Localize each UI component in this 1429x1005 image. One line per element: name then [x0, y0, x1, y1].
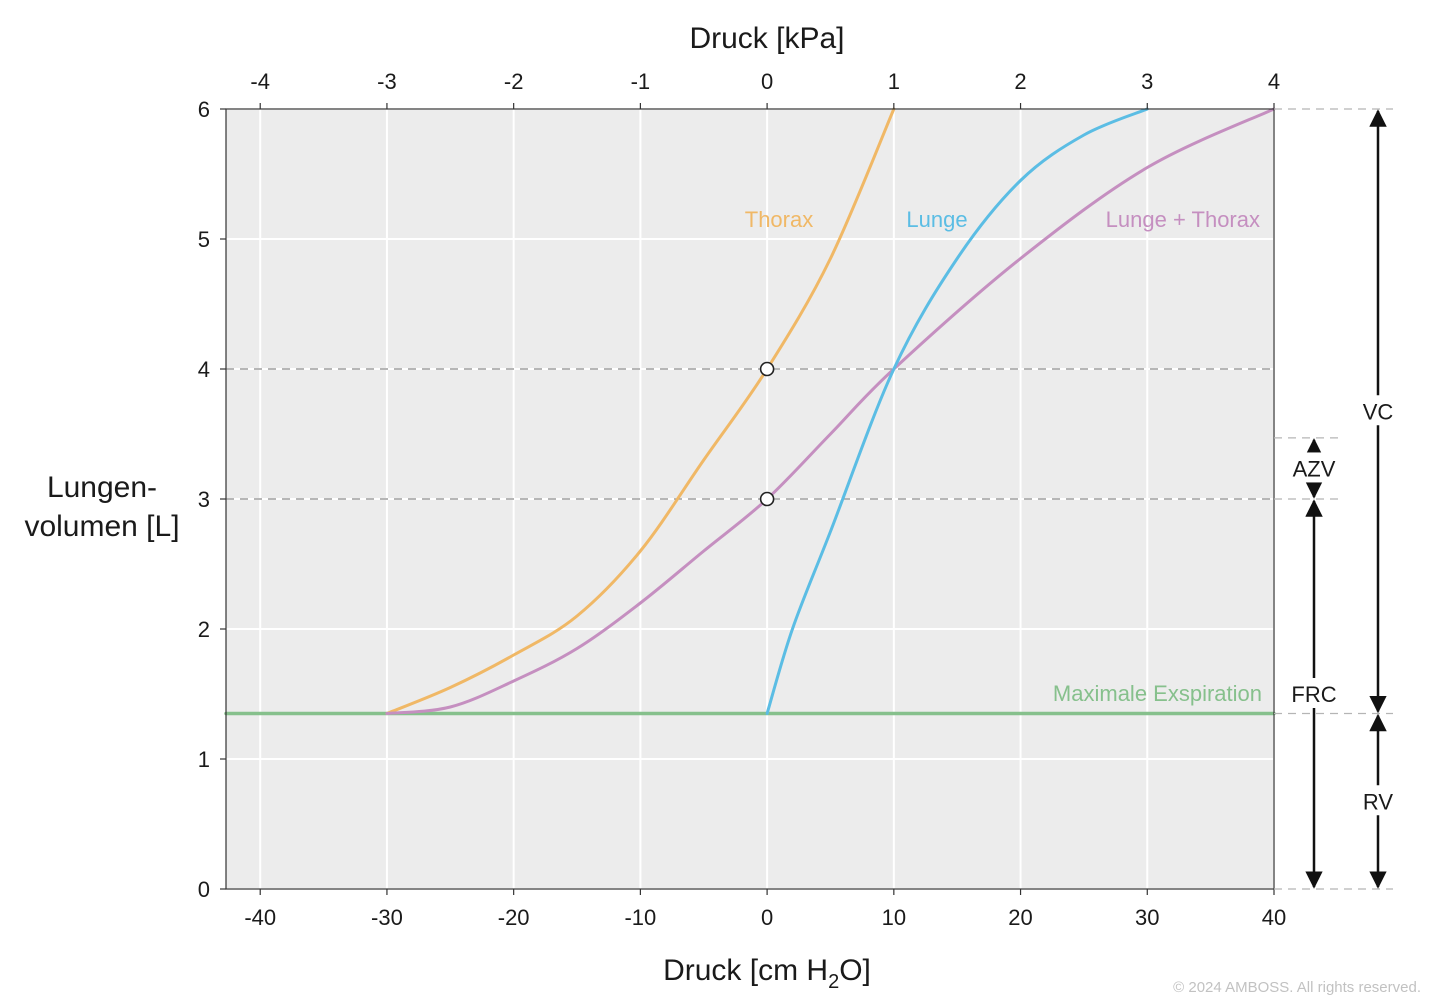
- y-tick-label: 1: [198, 747, 210, 772]
- top-tick-label: 0: [761, 69, 773, 94]
- top-tick-label: -3: [377, 69, 397, 94]
- y-tick-label: 3: [198, 487, 210, 512]
- volume-label-bg: [1284, 452, 1344, 483]
- y-tick-label: 5: [198, 227, 210, 252]
- series-label-thorax: Thorax: [745, 207, 813, 232]
- volume-label-rv: RV: [1363, 789, 1393, 814]
- top-tick-label: -1: [631, 69, 651, 94]
- bottom-axis-title: Druck [cm H2O]: [663, 954, 871, 993]
- copyright-notice: © 2024 AMBOSS. All rights reserved.: [1173, 979, 1421, 996]
- bottom-tick-label: 20: [1008, 905, 1032, 930]
- intersection-marker: [759, 491, 775, 507]
- y-tick-label: 6: [198, 97, 210, 122]
- top-axis-title: Druck [kPa]: [689, 22, 844, 55]
- volume-label-frc: FRC: [1291, 682, 1336, 707]
- bottom-tick-label: 0: [761, 905, 773, 930]
- y-axis-title-line1: Lungen-: [47, 471, 157, 504]
- volume-label-bg: [1284, 678, 1344, 708]
- top-tick-label: 1: [888, 69, 900, 94]
- bottom-tick-label: 30: [1135, 905, 1159, 930]
- top-tick-label: 4: [1268, 69, 1280, 94]
- y-tick-label: 4: [198, 357, 210, 382]
- bottom-tick-label: -20: [498, 905, 530, 930]
- top-tick-label: 3: [1141, 69, 1153, 94]
- y-axis-title-line2: volumen [L]: [24, 510, 179, 543]
- series-label-maximale-exspiration: Maximale Exspiration: [1053, 681, 1262, 706]
- top-tick-label: -2: [504, 69, 524, 94]
- bottom-tick-label: -40: [244, 905, 276, 930]
- bottom-tick-label: -10: [624, 905, 656, 930]
- volume-label-vc: VC: [1363, 399, 1394, 424]
- curve-thorax: [385, 107, 896, 715]
- series-label-lunge: Lunge: [906, 207, 967, 232]
- bottom-axis-title-sub: 2: [828, 971, 839, 993]
- bottom-axis-title-main: Druck [cm H: [663, 954, 828, 987]
- volume-label-bg: [1348, 785, 1408, 816]
- volume-label-bg: [1348, 395, 1408, 426]
- intersection-marker: [759, 361, 775, 377]
- y-tick-label: 0: [198, 877, 210, 902]
- bottom-tick-label: 10: [882, 905, 906, 930]
- bottom-tick-label: 40: [1262, 905, 1286, 930]
- y-tick-label: 2: [198, 617, 210, 642]
- curve-lunge: [765, 107, 1149, 715]
- series-label-lunge-thorax: Lunge + Thorax: [1106, 207, 1260, 232]
- volume-label-azv: AZV: [1293, 456, 1336, 481]
- bottom-axis-title-tail: O]: [839, 954, 871, 987]
- bottom-tick-label: -30: [371, 905, 403, 930]
- top-tick-label: -4: [250, 69, 270, 94]
- top-tick-label: 2: [1014, 69, 1026, 94]
